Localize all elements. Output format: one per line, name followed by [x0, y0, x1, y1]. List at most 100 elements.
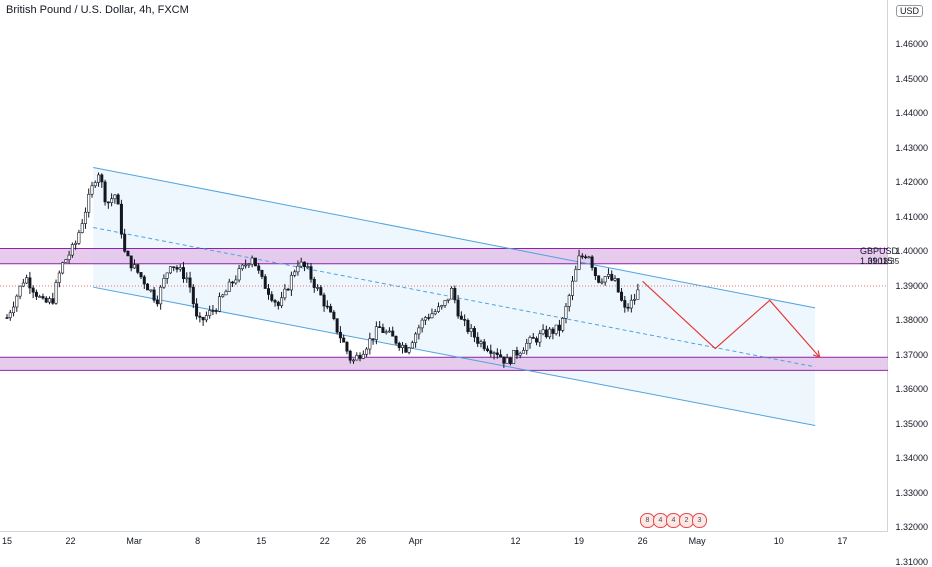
candle-body-149: [492, 352, 496, 355]
candle-body-134: [443, 300, 447, 306]
channel-upper-line: [93, 166, 816, 309]
candle-body-140: [463, 319, 467, 321]
candle-body-50: [168, 266, 172, 274]
candle-body-163: [538, 333, 542, 343]
candle-body-52: [175, 267, 179, 270]
candle-body-137: [453, 288, 457, 301]
candle-body-32: [110, 198, 114, 203]
price-tick-label: 1.31000: [895, 556, 928, 567]
time-tick-label: 12: [510, 536, 521, 546]
price-tick-label: 1.35000: [895, 418, 928, 429]
candle-body-151: [499, 354, 503, 358]
candle-body-76: [253, 257, 257, 267]
candle-body-93: [309, 266, 313, 280]
candle-body-128: [423, 317, 427, 321]
candle-body-131: [433, 311, 437, 315]
time-tick-label: Mar: [126, 536, 142, 546]
bar-countdown: 01:18:35: [868, 257, 900, 266]
candle-body-142: [469, 328, 473, 332]
candle-body-0: [5, 317, 9, 319]
candle-body-48: [162, 278, 166, 288]
candle-body-87: [289, 274, 293, 291]
candle-body-158: [521, 350, 525, 354]
candle-body-155: [512, 350, 516, 364]
candle-body-45: [152, 289, 156, 301]
candle-body-184: [606, 273, 610, 277]
candle-body-162: [535, 338, 539, 343]
currency-badge[interactable]: USD: [896, 5, 924, 17]
candle-body-81: [270, 294, 274, 301]
candle-body-186: [613, 278, 617, 281]
candle-body-44: [149, 289, 153, 292]
candle-body-56: [188, 277, 192, 288]
chart-area[interactable]: [0, 0, 932, 550]
candle-body-173: [571, 280, 575, 296]
candle-body-118: [391, 330, 395, 337]
candle-body-153: [505, 357, 509, 364]
candle-body-84: [280, 297, 284, 306]
candle-body-178: [587, 256, 591, 259]
candle-body-139: [459, 315, 463, 320]
candle-body-86: [286, 288, 290, 291]
candle-body-95: [316, 287, 320, 289]
candle-body-146: [482, 341, 486, 350]
candle-body-129: [427, 317, 431, 319]
candle-body-6: [25, 277, 29, 284]
candle-body-160: [528, 337, 532, 344]
candle-body-121: [401, 344, 405, 348]
candle-body-156: [515, 350, 519, 356]
candle-body-108: [358, 355, 362, 359]
candle-body-30: [103, 181, 107, 203]
time-tick-label: 15: [1, 536, 13, 546]
candle-body-188: [620, 291, 624, 301]
candle-body-144: [476, 336, 480, 344]
candle-body-4: [18, 285, 22, 297]
candle-body-182: [600, 281, 604, 284]
candle-body-51: [172, 266, 176, 268]
candle-body-20: [70, 244, 74, 256]
price-plot[interactable]: [0, 0, 888, 532]
candle-body-96: [319, 287, 323, 296]
candle-body-138: [456, 299, 460, 317]
candle-body-94: [312, 278, 316, 288]
candle-body-164: [541, 329, 545, 335]
candle-body-24: [83, 211, 87, 224]
event-badge[interactable]: 3: [692, 513, 707, 528]
price-axis[interactable]: 1.46000 1.45000 1.44000 1.43000 1.42000 1.410…: [888, 0, 932, 567]
candle-body-130: [430, 313, 434, 319]
time-tick-label: 26: [356, 536, 367, 546]
time-tick-label: 19: [574, 536, 585, 546]
candle-body-169: [557, 324, 561, 331]
candle-body-116: [384, 331, 388, 334]
candle-body-104: [345, 341, 349, 352]
candle-body-14: [51, 298, 55, 304]
candle-body-46: [155, 299, 159, 305]
candle-body-70: [234, 279, 238, 284]
candle-body-10: [38, 296, 42, 298]
candle-body-47: [159, 286, 163, 305]
candle-body-92: [306, 266, 310, 268]
candle-body-103: [342, 337, 346, 343]
candle-body-74: [247, 263, 251, 266]
candle-body-19: [67, 254, 71, 260]
candle-body-69: [231, 281, 235, 284]
zone-1: [0, 357, 888, 371]
projection-path: [642, 280, 821, 358]
price-tick-label: 1.42000: [895, 177, 928, 187]
candle-body-65: [217, 296, 221, 312]
candle-body-179: [590, 256, 594, 268]
price-tick-label: 1.43000: [895, 142, 928, 153]
candle-body-11: [41, 296, 45, 299]
candle-body-82: [273, 300, 277, 303]
candle-body-152: [502, 356, 506, 364]
time-tick-label: Apr: [408, 536, 423, 546]
candle-body-12: [44, 297, 48, 303]
candle-body-189: [623, 300, 627, 308]
time-axis[interactable]: 15 22 Mar 8 15 22 26 Apr 12 19 26 May 10 17: [0, 532, 888, 550]
candle-body-63: [211, 310, 215, 312]
candle-body-190: [626, 306, 630, 309]
candle-body-89: [296, 265, 300, 273]
candle-body-61: [204, 315, 208, 321]
candle-body-75: [250, 257, 254, 265]
candle-body-68: [227, 281, 231, 292]
